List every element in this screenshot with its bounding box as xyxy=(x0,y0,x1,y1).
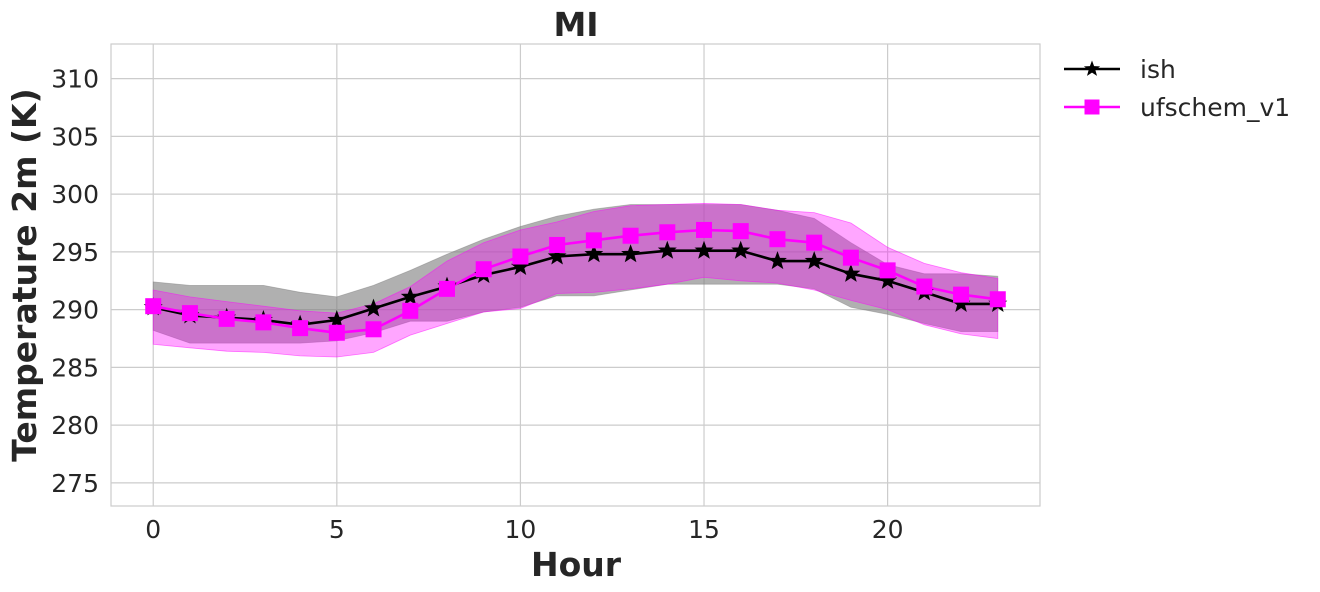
y-tick-label: 295 xyxy=(51,238,99,267)
point-ish xyxy=(804,251,824,270)
point-ufschem_v1 xyxy=(879,262,896,279)
y-tick-label: 280 xyxy=(51,411,99,440)
point-ish xyxy=(400,286,420,305)
x-tick-label: 15 xyxy=(688,515,720,544)
point-ufschem_v1 xyxy=(328,324,345,341)
point-ish xyxy=(841,263,861,282)
point-ufschem_v1 xyxy=(622,227,639,244)
legend: ish ufschem_v1 xyxy=(1064,55,1290,122)
point-ufschem_v1 xyxy=(549,236,566,253)
point-ufschem_v1 xyxy=(696,221,713,238)
point-ufschem_v1 xyxy=(842,249,859,266)
x-tick-label: 5 xyxy=(329,515,345,544)
point-ufschem_v1 xyxy=(512,248,529,265)
grid-lines xyxy=(111,44,1040,506)
point-ufschem_v1 xyxy=(438,280,455,297)
point-ufschem_v1 xyxy=(989,291,1006,308)
x-tick-label: 20 xyxy=(872,515,904,544)
y-axis-title: Temperature 2m (K) xyxy=(5,88,44,461)
point-ufschem_v1 xyxy=(255,314,272,331)
point-ufschem_v1 xyxy=(585,232,602,249)
x-tick-labels: 0 5 10 15 20 xyxy=(145,515,903,544)
point-ish xyxy=(327,310,347,329)
chart-title: MI xyxy=(553,5,598,44)
point-ufschem_v1 xyxy=(659,224,676,241)
point-ufschem_v1 xyxy=(292,320,309,337)
series-markers xyxy=(143,221,1008,341)
x-tick-label: 10 xyxy=(505,515,537,544)
y-tick-label: 290 xyxy=(51,296,99,325)
point-ufschem_v1 xyxy=(365,321,382,338)
point-ufschem_v1 xyxy=(953,286,970,303)
point-ufschem_v1 xyxy=(402,302,419,319)
y-tick-label: 305 xyxy=(51,122,99,151)
point-ufschem_v1 xyxy=(769,231,786,248)
legend-label: ish xyxy=(1140,55,1176,84)
legend-marker-ish xyxy=(1083,60,1101,76)
x-axis-title: Hour xyxy=(531,545,622,584)
y-tick-label: 275 xyxy=(51,469,99,498)
point-ish xyxy=(731,240,751,259)
y-tick-label: 285 xyxy=(51,353,99,382)
y-tick-label: 300 xyxy=(51,180,99,209)
point-ish xyxy=(584,244,604,263)
point-ufschem_v1 xyxy=(916,278,933,295)
plot-frame xyxy=(110,43,1041,507)
point-ish xyxy=(621,244,641,263)
band-ufschem_v1 xyxy=(152,202,999,358)
legend-label: ufschem_v1 xyxy=(1140,93,1290,122)
point-ish xyxy=(657,240,677,259)
x-tick-label: 0 xyxy=(145,515,161,544)
point-ish xyxy=(768,251,787,270)
y-tick-labels: 275 280 285 290 295 300 305 310 xyxy=(51,65,99,498)
point-ufschem_v1 xyxy=(475,261,492,278)
y-tick-label: 310 xyxy=(51,65,99,94)
point-ish xyxy=(694,240,714,259)
point-ufschem_v1 xyxy=(181,305,198,322)
point-ufschem_v1 xyxy=(218,310,235,327)
point-ufschem_v1 xyxy=(145,298,162,315)
point-ufschem_v1 xyxy=(806,234,823,251)
point-ish xyxy=(547,246,567,265)
legend-marker-ufschem_v1 xyxy=(1084,99,1100,115)
point-ufschem_v1 xyxy=(732,223,749,240)
point-ish xyxy=(364,298,383,317)
